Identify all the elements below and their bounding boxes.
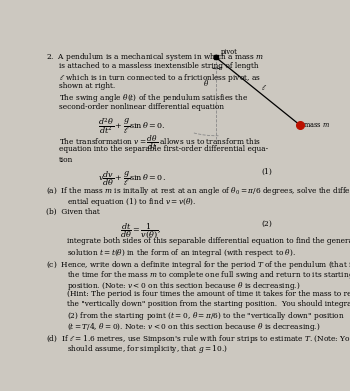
Text: $\dfrac{d^2\theta}{dt^2} + \dfrac{g}{\ell}\sin\theta = 0.$: $\dfrac{d^2\theta}{dt^2} + \dfrac{g}{\el… <box>98 117 166 136</box>
Text: integrate both sides of this separable differential equation to find the general: integrate both sides of this separable d… <box>67 237 350 245</box>
Text: equation into the separable first-order differential equa-: equation into the separable first-order … <box>59 145 268 153</box>
Text: position. (Note: $v < 0$ on this section because $\theta$ is decreasing.): position. (Note: $v < 0$ on this section… <box>67 280 300 292</box>
Text: $(2)$: $(2)$ <box>261 219 273 229</box>
Text: (d)  If $\ell = 1.6$ metres, use Simpson's rule with four strips to estimate $T$: (d) If $\ell = 1.6$ metres, use Simpson'… <box>47 333 350 344</box>
Text: (Hint: The period is four times the amount of time it takes for the mass to reac: (Hint: The period is four times the amou… <box>67 290 350 298</box>
Text: The swing angle $\theta(t)$ of the pendulum satisfies the: The swing angle $\theta(t)$ of the pendu… <box>59 92 248 104</box>
Text: (c)  Hence, write down a definite integral for the period $T$ of the pendulum (t: (c) Hence, write down a definite integra… <box>47 259 350 271</box>
Text: second-order nonlinear differential equation: second-order nonlinear differential equa… <box>59 102 224 111</box>
Text: (2) from the starting point $(t = 0,\, \theta = \pi/6)$ to the "vertically down": (2) from the starting point $(t = 0,\, \… <box>67 310 345 322</box>
Text: the time for the mass $m$ to complete one full swing and return to its starting: the time for the mass $m$ to complete on… <box>67 269 350 282</box>
Text: $v\dfrac{dv}{d\theta} + \dfrac{g}{\ell}\sin\theta = 0.$: $v\dfrac{dv}{d\theta} + \dfrac{g}{\ell}\… <box>98 169 166 188</box>
Text: $(t = T/4,\, \theta = 0)$. Note: $v < 0$ on this section because $\theta$ is dec: $(t = T/4,\, \theta = 0)$. Note: $v < 0$… <box>67 321 320 333</box>
Text: 2.  A pendulum is a mechanical system in which a mass $m$: 2. A pendulum is a mechanical system in … <box>47 52 265 63</box>
Text: solution $t = t(\theta)$ in the form of an integral (with respect to $\theta$).: solution $t = t(\theta)$ in the form of … <box>67 247 296 259</box>
Text: $\ell$: $\ell$ <box>261 83 267 92</box>
Text: is attached to a massless inextensible string of length: is attached to a massless inextensible s… <box>59 62 258 70</box>
Text: $\theta$: $\theta$ <box>203 78 209 88</box>
Text: $\ell$ which is in turn connected to a frictionless pivot, as: $\ell$ which is in turn connected to a f… <box>59 72 261 84</box>
Text: mass $m$: mass $m$ <box>303 121 330 129</box>
Text: ential equation (1) to find $v = v(\theta)$.: ential equation (1) to find $v = v(\thet… <box>67 196 196 208</box>
Text: should assume, for simplicity, that $g = 10$.): should assume, for simplicity, that $g =… <box>67 343 228 355</box>
Text: tion: tion <box>59 156 73 163</box>
Text: (a)  If the mass $m$ is initally at rest at an angle of $\theta_0 = \pi/6$ degre: (a) If the mass $m$ is initally at rest … <box>47 185 350 197</box>
Text: pivot: pivot <box>221 48 238 56</box>
Text: the "vertically down" position from the starting position.  You should integrate: the "vertically down" position from the … <box>67 300 350 308</box>
Text: $(1)$: $(1)$ <box>261 167 273 178</box>
Text: $\dfrac{dt}{d\theta} = \dfrac{1}{v(\theta)},$: $\dfrac{dt}{d\theta} = \dfrac{1}{v(\thet… <box>120 221 161 240</box>
Text: shown at right.: shown at right. <box>59 82 115 90</box>
Text: (b)  Given that: (b) Given that <box>47 208 100 216</box>
Text: The transformation $v = \dfrac{d\theta}{dt}$ allows us to transform this: The transformation $v = \dfrac{d\theta}{… <box>59 134 260 152</box>
